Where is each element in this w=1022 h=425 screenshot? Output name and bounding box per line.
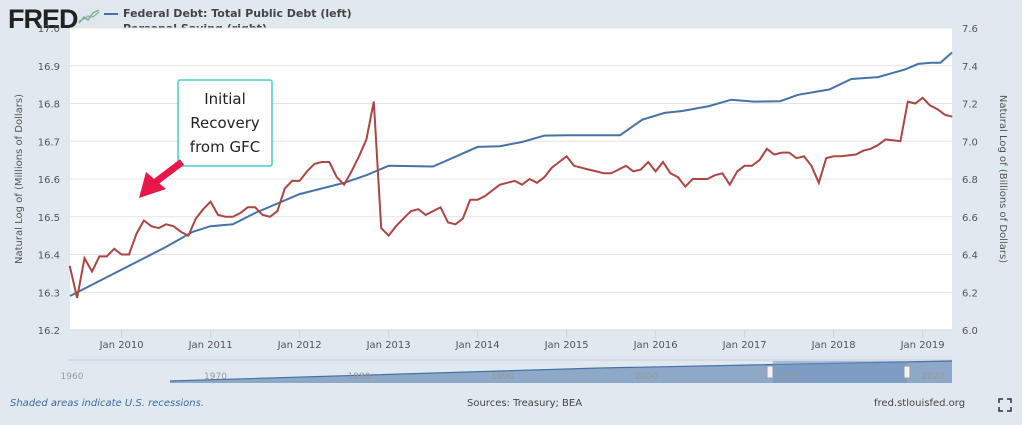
navigator-label: 2020 xyxy=(922,372,945,382)
left-tick-label: 17.0 xyxy=(38,24,60,35)
x-tick-label: Jan 2012 xyxy=(277,340,322,351)
left-tick-label: 16.5 xyxy=(38,213,60,224)
navigator-label: 1990 xyxy=(491,372,514,382)
x-tick-label: Jan 2015 xyxy=(544,340,589,351)
navigator-label: 2000 xyxy=(635,372,658,382)
right-tick-label: 6.2 xyxy=(962,288,978,299)
site-link[interactable]: fred.stlouisfed.org xyxy=(874,398,966,409)
left-tick-label: 16.8 xyxy=(38,100,60,111)
right-tick-label: 6.8 xyxy=(962,175,978,186)
right-tick-label: 6.0 xyxy=(962,326,978,337)
right-tick-label: 6.4 xyxy=(962,251,978,262)
x-tick-label: Jan 2011 xyxy=(188,340,233,351)
x-tick-label: Jan 2014 xyxy=(455,340,500,351)
left-axis-label: Natural Log of (Millions of Dollars) xyxy=(14,94,25,264)
left-tick-label: 16.9 xyxy=(38,62,60,73)
navigator[interactable]: 1960 1970 1980 1990 2000 2010 2020 xyxy=(61,359,953,383)
series-line-personal-saving[interactable] xyxy=(68,96,953,299)
annotation-line: Recovery xyxy=(190,114,260,132)
x-tick-label: Jan 2010 xyxy=(99,340,144,351)
left-tick-label: 16.4 xyxy=(38,251,60,262)
legend-item-federal-debt[interactable]: Federal Debt: Total Public Debt (left) xyxy=(104,6,352,21)
left-tick-label: 16.6 xyxy=(38,175,60,186)
legend-label: Federal Debt: Total Public Debt (left) xyxy=(123,7,352,20)
annotation-box xyxy=(177,79,273,167)
annotation-line: Initial xyxy=(204,90,246,108)
left-tick-label: 16.7 xyxy=(38,137,60,148)
legend-swatch-blue xyxy=(104,12,118,15)
navigator-label: 1970 xyxy=(204,372,227,382)
annotation-line: from GFC xyxy=(190,138,260,156)
annotation: Initial Recovery from GFC xyxy=(139,79,273,198)
x-tick-label: Jan 2016 xyxy=(633,340,678,351)
series-line-federal-debt[interactable] xyxy=(69,51,953,297)
left-tick-label: 16.3 xyxy=(38,288,60,299)
x-tick-label: Jan 2018 xyxy=(811,340,856,351)
x-tick-label: Jan 2017 xyxy=(722,340,767,351)
right-axis-label: Natural Log of (Billions of Dollars) xyxy=(997,95,1008,263)
chart-logo-icon xyxy=(78,7,100,25)
right-tick-label: 7.2 xyxy=(962,100,978,111)
navigator-series-area xyxy=(170,361,952,383)
navigator-handle-right[interactable] xyxy=(903,365,911,379)
sources: Sources: Treasury; BEA xyxy=(467,398,583,409)
x-tick-label: Jan 2013 xyxy=(366,340,411,351)
fred-logo[interactable]: FRED xyxy=(8,4,78,34)
recessions-note: Shaded areas indicate U.S. recessions. xyxy=(10,398,205,409)
right-tick-label: 6.6 xyxy=(962,213,978,224)
arrow-icon xyxy=(139,159,185,198)
x-tick-label: Jan 2019 xyxy=(900,340,945,351)
navigator-selection[interactable] xyxy=(773,361,907,383)
right-tick-label: 7.4 xyxy=(962,62,978,73)
fullscreen-icon[interactable] xyxy=(998,398,1012,412)
navigator-label: 1960 xyxy=(61,372,84,382)
left-tick-label: 16.2 xyxy=(38,326,60,337)
right-tick-label: 7.6 xyxy=(962,24,978,35)
navigator-label: 2010 xyxy=(778,372,801,382)
navigator-label: 1980 xyxy=(348,372,371,382)
right-tick-label: 7.0 xyxy=(962,137,978,148)
navigator-handle-left[interactable] xyxy=(766,365,774,379)
